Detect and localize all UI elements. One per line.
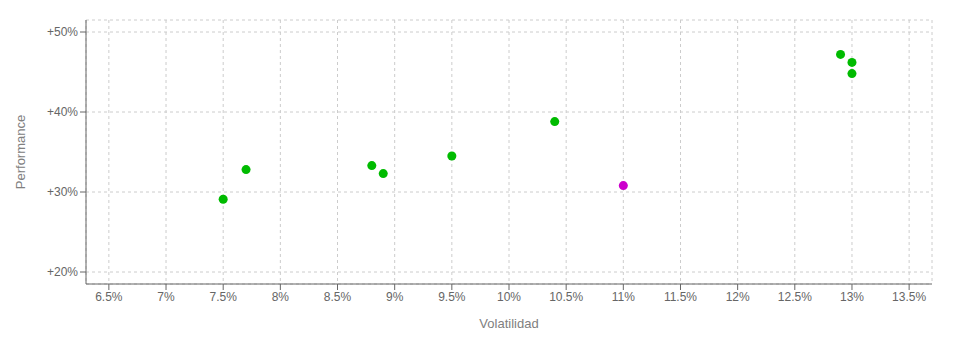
svg-text:6.5%: 6.5% (95, 290, 123, 304)
svg-text:8%: 8% (272, 290, 290, 304)
svg-text:8.5%: 8.5% (324, 290, 352, 304)
svg-text:Performance: Performance (13, 115, 28, 189)
svg-text:11%: 11% (612, 290, 635, 304)
svg-text:+50%: +50% (47, 25, 78, 39)
svg-text:10%: 10% (497, 290, 521, 304)
svg-text:13%: 13% (840, 290, 864, 304)
svg-text:7%: 7% (157, 290, 175, 304)
svg-text:12.5%: 12.5% (778, 290, 812, 304)
svg-text:13.5%: 13.5% (892, 290, 926, 304)
svg-text:+20%: +20% (47, 265, 78, 279)
svg-text:9%: 9% (386, 290, 404, 304)
svg-text:+40%: +40% (47, 105, 78, 119)
svg-text:Volatilidad: Volatilidad (479, 316, 538, 331)
svg-text:10.5%: 10.5% (549, 290, 583, 304)
svg-text:11.5%: 11.5% (664, 290, 697, 304)
svg-text:12%: 12% (726, 290, 750, 304)
svg-text:7.5%: 7.5% (210, 290, 238, 304)
svg-text:9.5%: 9.5% (438, 290, 466, 304)
svg-text:+30%: +30% (47, 185, 78, 199)
